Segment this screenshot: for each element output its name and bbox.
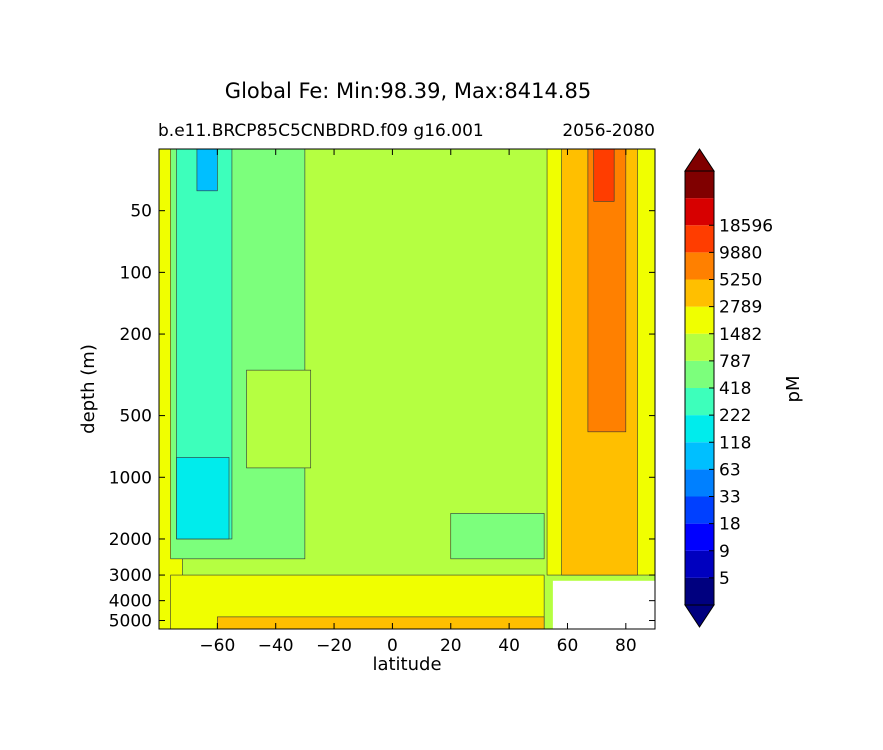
chart-title: Global Fe: Min:98.39, Max:8414.85 — [225, 79, 591, 103]
contour-region — [246, 369, 312, 469]
colorbar-tick-label: 9 — [719, 542, 730, 562]
colorbar-extend-min — [684, 604, 715, 628]
colorbar-tick-label: 33 — [719, 488, 741, 508]
y-tick-label: 500 — [120, 407, 152, 427]
no-data-region — [552, 580, 655, 629]
y-tick-label: 4000 — [109, 592, 152, 612]
colorbar-label: pM — [783, 376, 804, 403]
x-tick-label: 60 — [557, 636, 579, 656]
contour-region — [593, 149, 615, 202]
y-axis-label: depth (m) — [78, 344, 99, 434]
colorbar-tick-label: 18596 — [719, 216, 773, 236]
colorbar-tick-label: 118 — [719, 433, 751, 453]
colorbar-segment — [685, 252, 714, 280]
y-tick-label: 2000 — [109, 530, 152, 550]
plot-frame — [158, 148, 656, 630]
colorbar-segment — [685, 415, 714, 443]
colorbar-segment — [685, 442, 714, 470]
colorbar-segment — [685, 198, 714, 226]
colorbar-tick-label: 5250 — [719, 271, 762, 291]
colorbar-segment — [685, 225, 714, 253]
x-tick-label: −40 — [258, 636, 294, 656]
colorbar-tick-label: 2789 — [719, 298, 762, 318]
colorbar-segment — [685, 469, 714, 497]
colorbar-segment — [685, 333, 714, 361]
y-tick-label: 3000 — [109, 566, 152, 586]
colorbar-segment — [685, 523, 714, 551]
colorbar-segment — [685, 279, 714, 307]
contour-fill — [159, 149, 655, 629]
y-tick-label: 50 — [130, 202, 152, 222]
colorbar-segment — [685, 171, 714, 199]
y-tick-label: 5000 — [109, 612, 152, 632]
chart-subtitle-left: b.e11.BRCP85C5CNBDRD.f09 g16.001 — [158, 121, 484, 141]
colorbar: 5 9 18 33 63 118 222 418 787 1482 2789 5250 9880 1859… — [684, 148, 773, 628]
colorbar-tick-label: 18 — [719, 515, 741, 535]
colorbar-segment — [685, 360, 714, 388]
x-tick-label: 0 — [387, 636, 398, 656]
colorbar-tick-label: 1482 — [719, 325, 762, 345]
x-tick-label: 20 — [440, 636, 462, 656]
contour-region — [217, 616, 545, 629]
colorbar-segment — [685, 496, 714, 524]
x-tick-label: 80 — [615, 636, 637, 656]
contour-region — [176, 457, 230, 540]
contour-region — [196, 149, 218, 192]
y-tick-label: 100 — [120, 263, 152, 283]
x-axis-ticks: −60 −40 −20 0 20 40 60 80 — [199, 149, 637, 656]
colorbar-segment — [685, 577, 714, 605]
x-axis-label: latitude — [372, 654, 441, 675]
x-tick-label: −20 — [316, 636, 352, 656]
colorbar-segment — [685, 550, 714, 578]
y-tick-label: 1000 — [109, 468, 152, 488]
x-tick-label: −60 — [199, 636, 235, 656]
colorbar-tick-label: 418 — [719, 379, 751, 399]
colorbar-tick-label: 9880 — [719, 243, 762, 263]
chart-subtitle-right: 2056-2080 — [562, 121, 655, 141]
colorbar-extend-max — [684, 148, 715, 172]
y-tick-label: 200 — [120, 325, 152, 345]
colorbar-segment — [685, 388, 714, 416]
colorbar-segment — [685, 306, 714, 334]
colorbar-tick-label: 787 — [719, 352, 751, 372]
colorbar-tick-label: 5 — [719, 569, 730, 589]
colorbar-tick-label: 222 — [719, 406, 751, 426]
x-tick-label: 40 — [498, 636, 520, 656]
contour-region — [450, 513, 545, 560]
colorbar-tick-label: 63 — [719, 460, 741, 480]
